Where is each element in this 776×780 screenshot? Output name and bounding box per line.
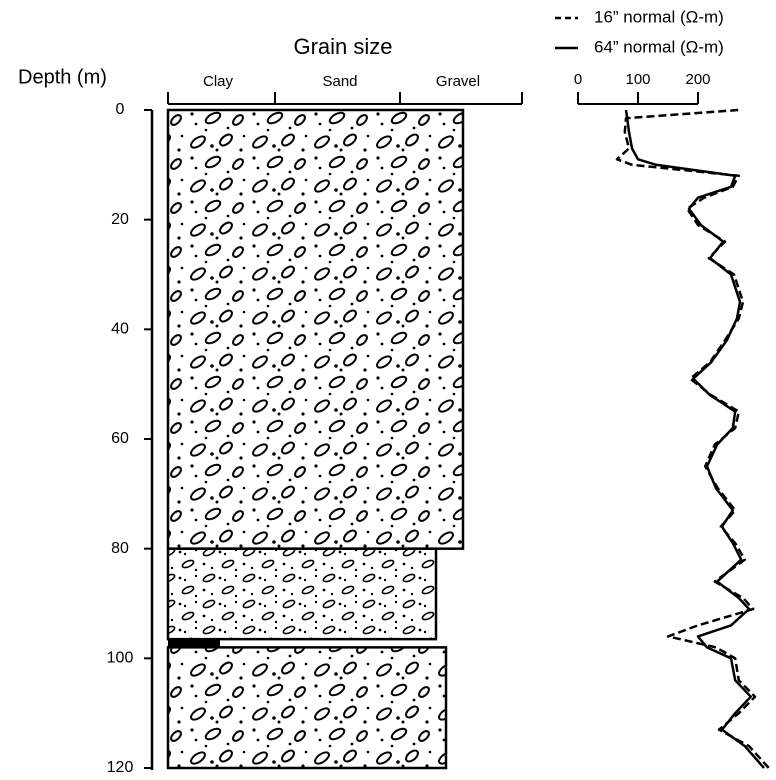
grain-size-label: Clay (203, 73, 234, 90)
x-tick-label: 0 (574, 71, 582, 88)
legend-label: 64” normal (Ω-m) (594, 37, 724, 56)
y-tick-label: 80 (111, 540, 129, 557)
grain-size-label: Gravel (436, 73, 480, 90)
legend-label: 16” normal (Ω-m) (594, 7, 724, 26)
grain-size-axis (167, 92, 523, 105)
lithology-unit (168, 639, 220, 648)
resistivity-curve (615, 108, 770, 769)
y-tick-label: 20 (111, 211, 129, 228)
y-tick-label: 120 (107, 759, 134, 776)
y-tick-label: 60 (111, 430, 129, 447)
y-axis-title: Depth (m) (18, 66, 107, 88)
resistivity-curve (624, 109, 765, 769)
lithology-unit (166, 547, 438, 641)
y-tick-label: 0 (116, 101, 125, 118)
grain-size-title: Grain size (293, 34, 392, 59)
lithology-unit (166, 108, 465, 550)
y-tick-label: 40 (111, 321, 129, 338)
x-tick-label: 100 (625, 71, 650, 88)
grain-size-label: Sand (322, 73, 357, 90)
lithology-unit (166, 646, 448, 770)
y-tick-label: 100 (107, 650, 134, 667)
x-tick-label: 200 (685, 71, 710, 88)
